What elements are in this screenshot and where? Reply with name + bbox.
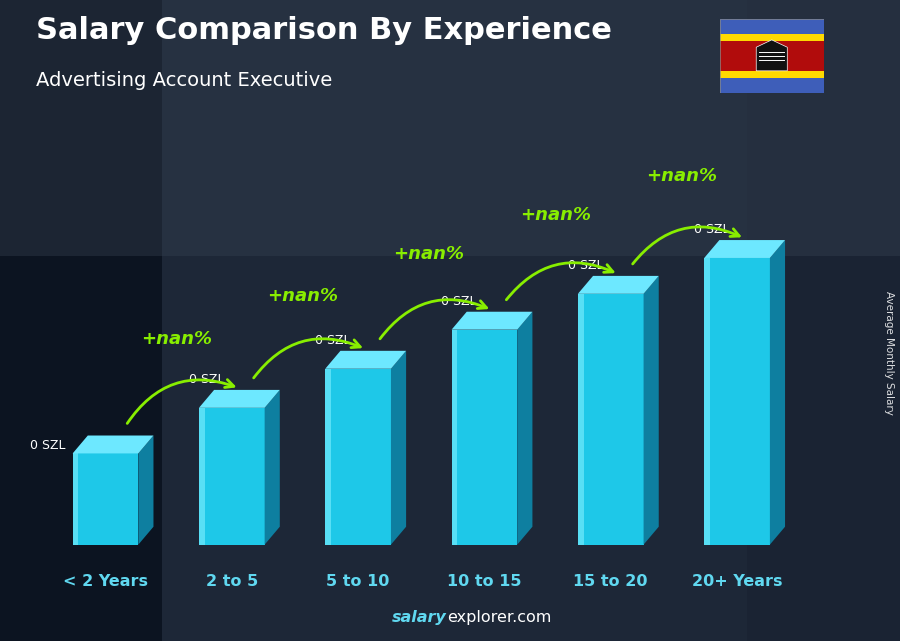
Text: +nan%: +nan% [393, 245, 464, 263]
Polygon shape [578, 276, 659, 294]
Polygon shape [199, 408, 265, 545]
Polygon shape [199, 408, 204, 545]
Polygon shape [452, 312, 533, 329]
Polygon shape [578, 294, 644, 545]
Bar [720, 78, 824, 93]
Text: explorer.com: explorer.com [447, 610, 552, 625]
Polygon shape [265, 390, 280, 545]
Text: +nan%: +nan% [267, 287, 338, 305]
Polygon shape [199, 390, 280, 408]
Bar [720, 71, 824, 78]
Polygon shape [704, 258, 710, 545]
Polygon shape [139, 435, 154, 545]
Text: 0 SZL: 0 SZL [30, 439, 65, 452]
Polygon shape [578, 294, 583, 545]
Text: Advertising Account Executive: Advertising Account Executive [36, 71, 332, 90]
Bar [162, 0, 747, 641]
Text: salary: salary [392, 610, 446, 625]
Polygon shape [73, 453, 139, 545]
Text: Average Monthly Salary: Average Monthly Salary [884, 290, 894, 415]
Polygon shape [518, 312, 533, 545]
Text: Salary Comparison By Experience: Salary Comparison By Experience [36, 16, 612, 45]
Polygon shape [770, 240, 785, 545]
Bar [747, 0, 900, 641]
Polygon shape [704, 258, 770, 545]
Text: +nan%: +nan% [646, 167, 717, 185]
Bar [0, 0, 900, 256]
Polygon shape [756, 40, 788, 71]
Polygon shape [452, 329, 518, 545]
Polygon shape [391, 351, 406, 545]
Polygon shape [452, 329, 457, 545]
Bar [720, 34, 824, 41]
Polygon shape [325, 369, 391, 545]
Text: 0 SZL: 0 SZL [441, 295, 477, 308]
Text: 0 SZL: 0 SZL [694, 223, 730, 236]
Polygon shape [704, 240, 785, 258]
Polygon shape [325, 351, 406, 369]
Polygon shape [73, 453, 78, 545]
Polygon shape [644, 276, 659, 545]
Text: 0 SZL: 0 SZL [189, 373, 224, 386]
Text: 0 SZL: 0 SZL [568, 259, 603, 272]
Bar [0, 0, 162, 641]
Text: +nan%: +nan% [519, 206, 590, 224]
Bar [720, 41, 824, 71]
Polygon shape [325, 369, 331, 545]
Text: +nan%: +nan% [140, 329, 212, 347]
Bar [720, 19, 824, 34]
Text: 0 SZL: 0 SZL [315, 334, 351, 347]
Polygon shape [73, 435, 154, 453]
